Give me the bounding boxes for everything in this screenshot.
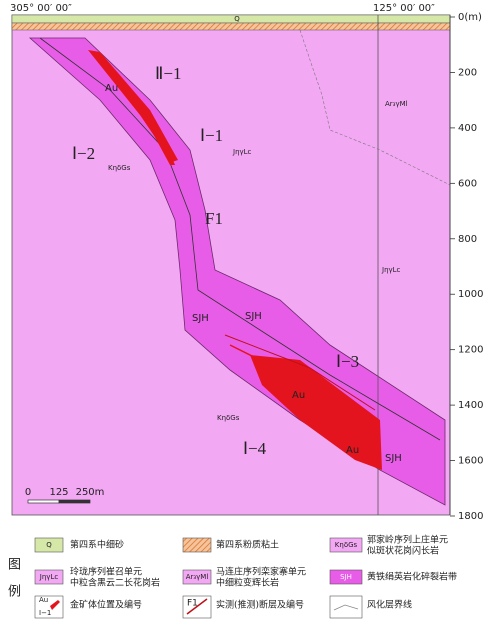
layer-label: Q: [234, 15, 240, 23]
tick-label: 400: [458, 123, 477, 134]
legend-ore: [50, 600, 60, 610]
label: Au: [105, 83, 118, 94]
legend-text: 玲珑序列崔召单元: [70, 566, 142, 578]
label: JηγLc: [232, 148, 252, 156]
legend-text: 风化层界线: [367, 599, 412, 611]
tick-label: 1400: [458, 400, 483, 411]
tick-label: 1600: [458, 456, 483, 467]
scale-segment: [58, 499, 91, 504]
legend-symbol: Au: [39, 596, 48, 604]
label: JηγLc: [381, 266, 401, 274]
legend-swatch: [34, 537, 64, 553]
legend-text: 郭家岭序列上庄单元: [367, 534, 448, 546]
legend-text: 似斑状花岗闪长岩: [367, 545, 439, 557]
coord-right: 125° 00′ 00″: [373, 3, 435, 14]
label: F1: [205, 209, 223, 228]
label: Au: [292, 390, 305, 401]
label: Ⅰ−1: [200, 126, 223, 145]
legend-symbol: SJH: [340, 573, 352, 581]
legend-text: 马连庄序列栾家寨单元: [216, 566, 306, 578]
scale-label: 250m: [76, 487, 105, 498]
legend-text: 黄铁绢英岩化碎裂岩带: [367, 571, 457, 583]
tick-label: 800: [458, 234, 477, 245]
legend-fault: [186, 598, 208, 615]
legend-symbol: Q: [46, 541, 52, 549]
coord-left: 305° 00′ 00″: [10, 3, 72, 14]
label: Ⅱ−1: [155, 64, 181, 83]
tick-label: 1800: [458, 511, 483, 522]
label: KηδGs: [108, 164, 131, 172]
legend-symbol: F1: [187, 599, 198, 609]
clay-layer: [11, 22, 451, 31]
weathering-line: [299, 29, 451, 186]
legend-swatch: [329, 595, 363, 619]
scale-label: 0: [25, 487, 31, 498]
legend-symbol: Ar₃γMl: [186, 573, 209, 581]
scale-label: 125: [49, 487, 68, 498]
legend-swatch: [182, 537, 212, 553]
depth-axis: 0(m) 200 400 600 800 1000 1200 1400 1600 1800: [449, 12, 483, 522]
label: Au: [346, 445, 359, 456]
legend-swatch: [329, 537, 363, 553]
legend-text: 第四系粉质粘土: [216, 539, 279, 551]
legend-text: 中细粒变辉长岩: [216, 577, 279, 589]
tick-label: 0(m): [458, 12, 482, 23]
tick-label: 600: [458, 178, 477, 189]
label: Ⅰ−2: [72, 144, 95, 163]
legend-symbol: JηγLc: [39, 573, 59, 581]
ore-body: [250, 355, 382, 470]
tick-label: 200: [458, 67, 477, 78]
label: Ar₃γMl: [385, 100, 408, 108]
legend-swatch: [182, 569, 212, 585]
legend-text: 金矿体位置及编号: [70, 599, 142, 611]
sand-layer: [11, 14, 451, 24]
section: Q: [11, 14, 451, 516]
label: SJH: [192, 313, 209, 324]
legend-symbol: KηδGs: [335, 541, 358, 549]
legend-swatch: [34, 569, 64, 585]
legend-weathering: [333, 604, 359, 611]
label: KηδGs: [217, 414, 240, 422]
scale-segment: [27, 499, 60, 504]
legend-text: 中粒含黑云二长花岗岩: [70, 577, 160, 589]
ore-vein: [229, 344, 381, 441]
label: SJH: [245, 311, 262, 322]
legend: 图 例 Q 第四系中细砂 第四系粉质粘土 KηδGs 郭家岭序列上庄单元 似斑状…: [8, 534, 457, 619]
legend-text: 第四系中细砂: [70, 539, 124, 551]
legend-title: 图: [8, 558, 21, 573]
tick-label: 1000: [458, 289, 483, 300]
section-labels: Au Ⅱ−1 Ⅰ−1 JηγLc Ⅰ−2 KηδGs F1 Ar₃γMl Jηγ…: [72, 64, 408, 464]
legend-text: 实测(推测)断层及编号: [216, 599, 304, 611]
legend-symbol: Ⅰ−1: [39, 609, 51, 617]
scale-bar: 0 125 250m: [25, 487, 105, 504]
label: Ⅰ−3: [336, 352, 359, 371]
label: SJH: [385, 453, 402, 464]
legend-title: 例: [8, 585, 21, 600]
ore-vein: [224, 334, 376, 411]
ore-body: [108, 70, 175, 165]
label: Ⅰ−4: [243, 439, 267, 458]
fault-f1: [39, 37, 441, 441]
legend-swatch: [329, 569, 363, 585]
tick-label: 1200: [458, 345, 483, 356]
